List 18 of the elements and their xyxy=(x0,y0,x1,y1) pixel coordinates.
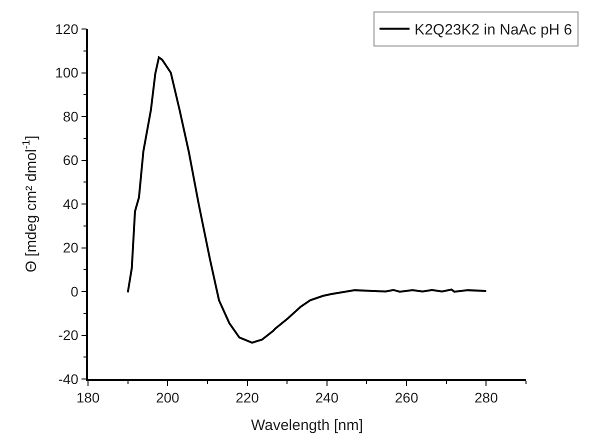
x-axis-title: Wavelength [nm] xyxy=(251,417,363,434)
y-tick-label: 0 xyxy=(70,283,79,300)
y-tick-label: 20 xyxy=(62,240,79,256)
x-tick-label: 240 xyxy=(315,390,339,406)
y-tick-label: 100 xyxy=(55,64,79,81)
y-tick-label: 40 xyxy=(62,196,79,212)
x-tick-label: 200 xyxy=(156,390,180,406)
x-tick-label: 260 xyxy=(394,390,418,406)
y-tick-label: -40 xyxy=(58,370,79,387)
x-tick-label: 180 xyxy=(76,390,100,406)
y-tick-label: 60 xyxy=(62,152,79,168)
legend-label: K2Q23K2 in NaAc pH 6 xyxy=(414,22,572,39)
x-tick-label: 220 xyxy=(236,390,260,406)
y-tick-label: -20 xyxy=(58,327,79,344)
y-tick-label: 80 xyxy=(62,108,79,124)
x-tick-label: 280 xyxy=(474,390,498,406)
line-series xyxy=(126,56,488,344)
y-tick-label: 120 xyxy=(55,20,79,37)
